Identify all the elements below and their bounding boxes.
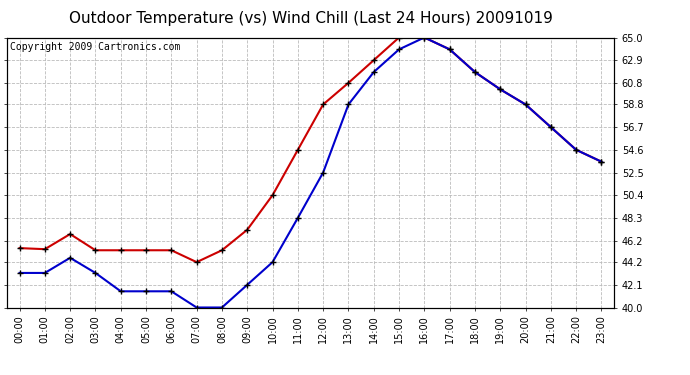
Text: Outdoor Temperature (vs) Wind Chill (Last 24 Hours) 20091019: Outdoor Temperature (vs) Wind Chill (Las… bbox=[68, 11, 553, 26]
Text: Copyright 2009 Cartronics.com: Copyright 2009 Cartronics.com bbox=[10, 42, 180, 51]
